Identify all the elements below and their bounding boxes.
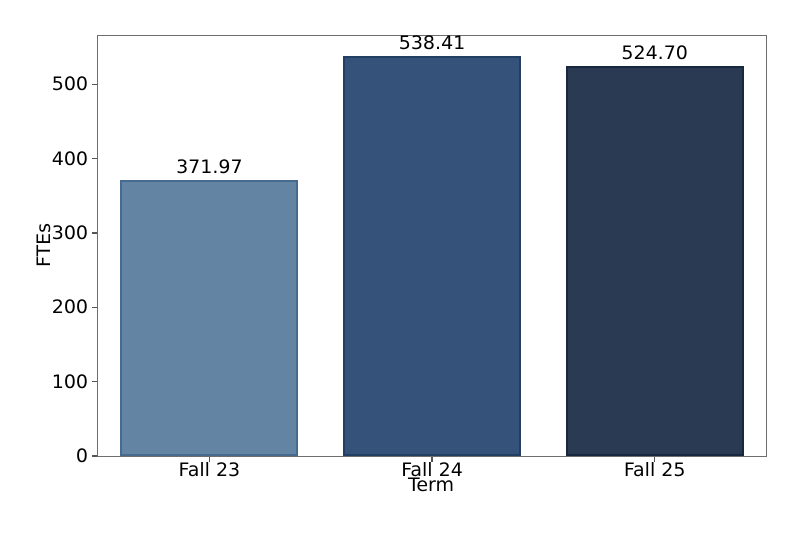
x-tick-label: Fall 24	[401, 459, 463, 481]
y-tick-mark	[92, 455, 97, 457]
plot-area: 0 100 200 300 400 500 371.97 Fall 23 538.41 Fall …	[52, 31, 767, 481]
bar	[565, 65, 744, 456]
y-tick-label: 100	[51, 370, 88, 393]
bar-value-label: 524.70	[621, 41, 688, 64]
x-axis-title: Term	[407, 474, 455, 496]
y-tick-label: 500	[51, 73, 88, 96]
x-tick-mark	[208, 457, 210, 462]
x-tick-mark	[654, 457, 656, 462]
y-tick-mark	[92, 232, 97, 234]
y-tick-mark	[92, 158, 97, 160]
bar-value-label: 371.97	[176, 155, 243, 178]
x-tick-label: Fall 23	[178, 459, 241, 481]
x-tick-mark	[431, 457, 433, 462]
y-tick-mark	[92, 381, 97, 383]
bar	[342, 55, 522, 456]
y-tick-label: 400	[51, 147, 88, 170]
bar-value-label: 538.41	[398, 31, 466, 54]
y-tick-mark	[92, 306, 97, 308]
y-tick-label: 200	[51, 296, 88, 319]
y-tick-label: 0	[75, 445, 88, 467]
bar	[120, 179, 299, 456]
x-tick-label: Fall 25	[623, 459, 686, 481]
y-tick-mark	[92, 83, 97, 85]
y-tick-label: 300	[51, 222, 88, 244]
